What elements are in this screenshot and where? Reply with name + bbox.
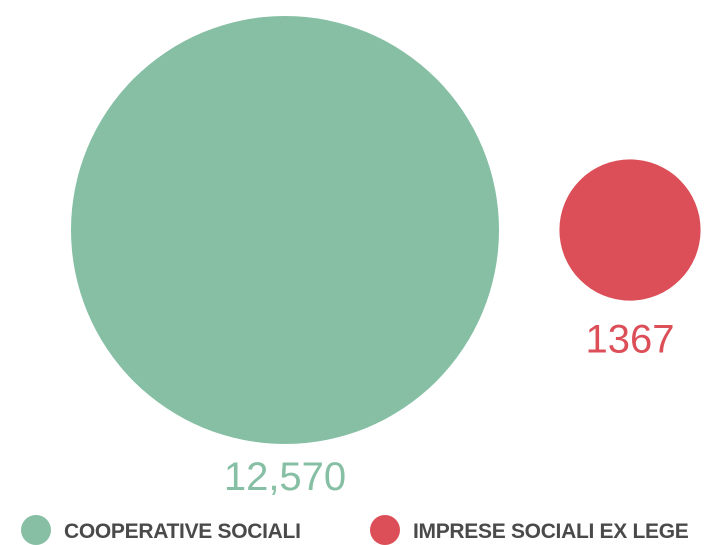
legend: COOPERATIVE SOCIALI IMPRESE SOCIALI EX LE… xyxy=(21,515,689,545)
legend-item-1[interactable]: IMPRESE SOCIALI EX LEGE xyxy=(370,515,689,545)
legend-swatch-0 xyxy=(21,515,51,545)
bubble-value-label-1: 1367 xyxy=(586,318,675,362)
bubble-1[interactable] xyxy=(559,159,701,301)
legend-label-0: COOPERATIVE SOCIALI xyxy=(64,520,301,543)
bubble-value-label-0: 12,570 xyxy=(224,455,346,499)
value-labels-layer: 12,570 1367 xyxy=(224,318,675,499)
bubbles-layer xyxy=(71,16,701,444)
legend-label-1: IMPRESE SOCIALI EX LEGE xyxy=(413,520,689,543)
legend-item-0[interactable]: COOPERATIVE SOCIALI xyxy=(21,515,301,545)
legend-swatch-1 xyxy=(370,515,400,545)
bubble-0[interactable] xyxy=(71,16,499,444)
